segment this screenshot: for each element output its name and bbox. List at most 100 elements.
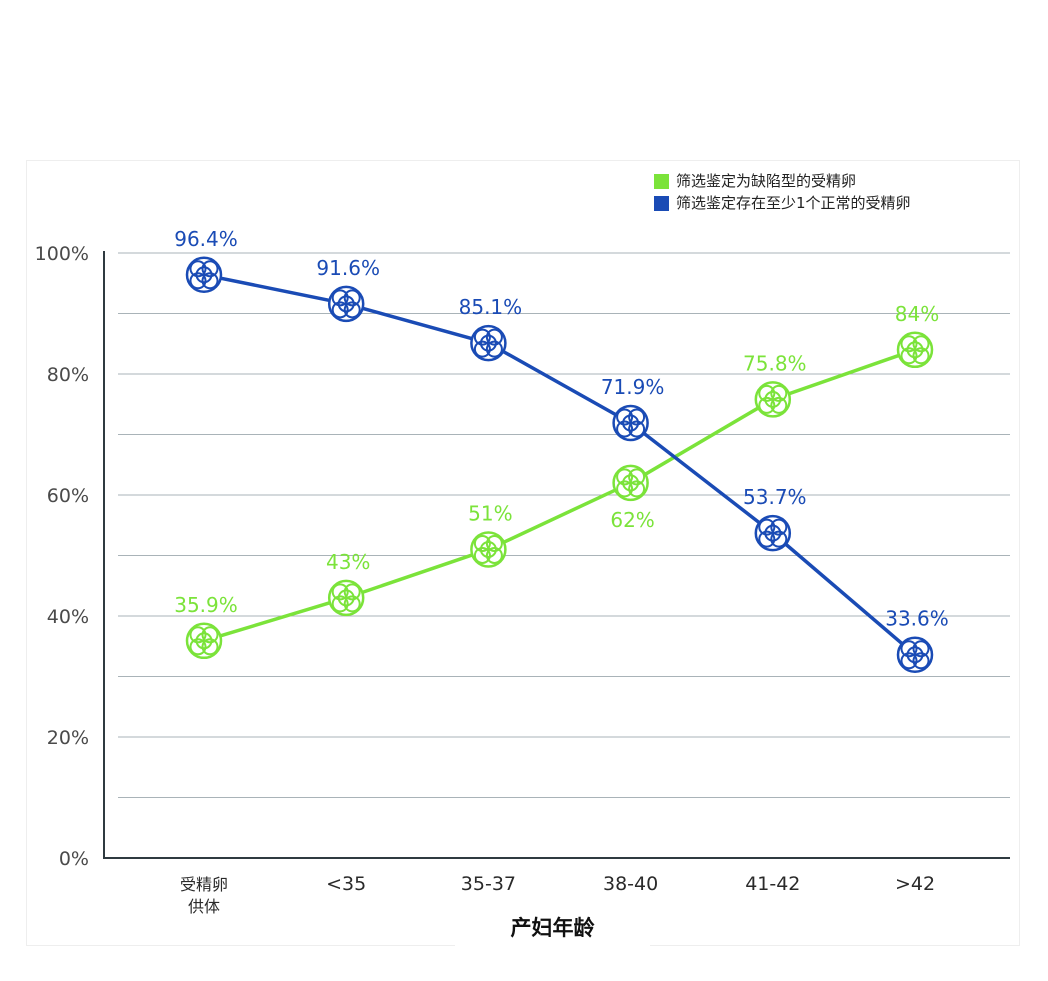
grid-layer: [118, 252, 1010, 798]
embryo-marker: [612, 464, 649, 502]
embryo-cell: [912, 335, 930, 353]
x-tick-label-line: <35: [326, 873, 366, 895]
legend-item-normal: 筛选鉴定存在至少1个正常的受精卵: [654, 192, 911, 214]
embryo-cell: [622, 414, 640, 432]
embryo-cell: [758, 530, 776, 548]
embryo-cell: [201, 260, 219, 278]
series-layer: [185, 256, 934, 673]
embryo-marker: [185, 256, 223, 294]
embryo-cell: [331, 583, 349, 601]
embryo-cell: [473, 328, 491, 346]
embryo-cell: [331, 301, 349, 319]
embryo-cell: [764, 390, 782, 408]
legend-label-normal: 筛选鉴定存在至少1个正常的受精卵: [676, 194, 911, 212]
axis-layer: 0% 20% 40% 60% 80% 100% 受精卵供体 <35 35-37 38-40 41-4…: [35, 243, 1010, 916]
embryo-cell: [201, 272, 219, 290]
embryo-marker: [896, 636, 934, 673]
y-tick-label: 60%: [47, 485, 89, 507]
embryo-cell: [195, 266, 213, 284]
data-label: 75.8%: [743, 351, 807, 375]
x-tick-label: 受精卵供体: [180, 875, 228, 916]
embryo-cell: [343, 595, 361, 613]
embryo-marker: [754, 381, 792, 418]
embryo-cell: [764, 524, 782, 542]
legend-label-defective: 筛选鉴定为缺陷型的受精卵: [676, 172, 857, 190]
embryo-cell: [758, 518, 776, 536]
embryo-cell: [189, 638, 207, 656]
embryo-cell: [343, 301, 361, 319]
embryo-cell: [485, 546, 503, 564]
embryo-cell: [912, 652, 930, 670]
data-label: 51%: [468, 501, 512, 525]
embryo-cell: [189, 260, 207, 278]
embryo-cell: [473, 546, 491, 564]
embryo-marker: [470, 531, 507, 568]
x-tick-label: 35-37: [461, 873, 516, 895]
data-label: 71.9%: [601, 375, 665, 399]
embryo-cell: [616, 420, 634, 438]
embryo-marker: [896, 331, 934, 369]
series-line: [203, 348, 916, 643]
embryo-cell: [343, 289, 361, 307]
embryo-cell: [479, 540, 497, 558]
embryo-marker: [185, 622, 223, 660]
x-tick-label: >42: [895, 873, 935, 895]
embryo-cell: [331, 595, 349, 613]
x-tick-label-line: >42: [895, 873, 935, 895]
embryo-cell: [195, 632, 213, 650]
data-label: 43%: [326, 550, 370, 574]
x-tick-label: 38-40: [603, 873, 658, 895]
y-tick-label: 0%: [59, 848, 89, 870]
embryo-cell: [770, 384, 788, 402]
embryo-cell: [616, 408, 634, 426]
embryo-cell: [900, 347, 918, 365]
embryo-cell: [189, 272, 207, 290]
x-tick-label-line: 38-40: [603, 873, 658, 895]
legend-item-defective: 筛选鉴定为缺陷型的受精卵: [654, 170, 911, 192]
data-label: 96.4%: [174, 227, 238, 251]
embryo-cell: [758, 396, 776, 414]
y-tick-label: 100%: [35, 243, 89, 265]
embryo-cell: [758, 384, 776, 402]
embryo-cell: [628, 468, 646, 486]
embryo-cell: [616, 468, 634, 486]
x-tick-label: <35: [326, 873, 366, 895]
embryo-cell: [770, 396, 788, 414]
x-tick-label-line: 受精卵: [180, 875, 228, 894]
data-label: 91.6%: [316, 256, 380, 280]
embryo-cell: [906, 646, 924, 664]
embryo-marker: [470, 324, 507, 362]
embryo-cell: [906, 341, 924, 359]
data-label: 35.9%: [174, 593, 238, 617]
series-line: [203, 273, 917, 657]
legend: 筛选鉴定为缺陷型的受精卵 筛选鉴定存在至少1个正常的受精卵: [654, 170, 911, 214]
embryo-cell: [479, 334, 497, 352]
data-label: 62%: [610, 508, 654, 532]
embryo-cell: [622, 474, 640, 492]
embryo-cell: [343, 583, 361, 601]
embryo-cell: [900, 335, 918, 353]
x-tick-label-line: 供体: [188, 897, 220, 916]
embryo-cell: [616, 480, 634, 498]
label-layer: 35.9% 43% 51% 62% 75.8% 84% 96.4% 91.6% 85.1% 71.…: [174, 227, 949, 631]
embryo-cell: [485, 534, 503, 552]
embryo-marker: [754, 514, 792, 552]
embryo-cell: [485, 340, 503, 358]
data-label: 33.6%: [885, 607, 949, 631]
y-tick-label: 80%: [47, 364, 89, 386]
embryo-cell: [628, 480, 646, 498]
embryo-cell: [770, 518, 788, 536]
data-label: 85.1%: [459, 295, 523, 319]
embryo-cell: [473, 340, 491, 358]
x-axis-title: 产妇年龄: [455, 905, 650, 951]
x-tick-label-line: 35-37: [461, 873, 516, 895]
embryo-cell: [485, 328, 503, 346]
data-label: 84%: [895, 302, 939, 326]
y-tick-label: 20%: [47, 727, 89, 749]
embryo-marker: [327, 285, 365, 323]
legend-swatch-defective: [654, 173, 669, 189]
x-tick-label: 41-42: [745, 873, 800, 895]
embryo-cell: [912, 640, 930, 658]
embryo-cell: [770, 530, 788, 548]
